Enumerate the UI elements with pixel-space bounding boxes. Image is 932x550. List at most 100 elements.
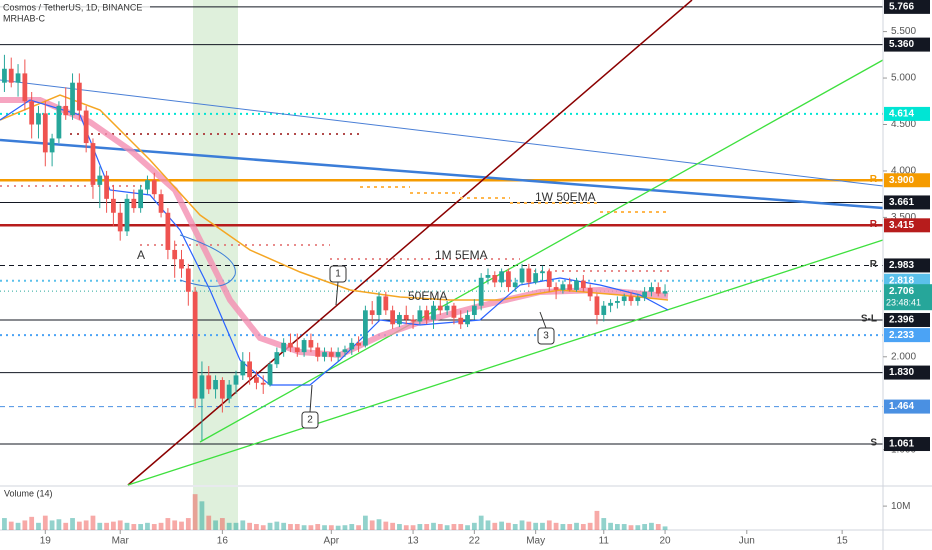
candle-body	[260, 382, 266, 385]
price-level-tag	[884, 37, 930, 52]
candle-body	[615, 301, 620, 303]
volume-bar	[506, 522, 511, 530]
volume-bar	[315, 524, 321, 530]
candle-body	[512, 282, 518, 288]
volume-bar	[185, 518, 191, 530]
candle-body	[655, 287, 661, 294]
candle-body	[76, 82, 82, 111]
candle-body	[444, 305, 450, 311]
candle-body	[451, 305, 457, 318]
x-tick-label: 20	[659, 536, 671, 547]
volume-bar	[451, 524, 457, 530]
volume-bar	[444, 525, 450, 530]
volume-bar	[642, 524, 648, 530]
volume-bar	[553, 522, 559, 530]
candle-body	[233, 375, 239, 385]
candle-body	[315, 347, 321, 357]
candle-body	[397, 314, 402, 325]
volume-bar	[628, 525, 634, 530]
candle-body	[465, 314, 470, 325]
volume-bar	[335, 525, 341, 530]
candle-body	[29, 101, 35, 125]
ema-line	[0, 99, 669, 386]
volume-bar	[199, 501, 205, 530]
price-level-label: 2.396	[889, 315, 914, 326]
volume-bar	[15, 522, 21, 530]
annotation: 1W 50EMA	[535, 190, 596, 204]
price-level-tag	[884, 312, 930, 327]
candle-body	[533, 273, 539, 283]
volume-bar	[369, 520, 375, 530]
candle-body	[145, 180, 150, 190]
candle-body	[158, 194, 164, 213]
candle-body	[478, 277, 484, 306]
candle-body	[288, 342, 293, 348]
volume-bar	[151, 524, 157, 530]
y-tick-label: 3.500	[891, 212, 916, 223]
volume-bar	[206, 515, 212, 530]
candle-body	[179, 259, 184, 269]
candle-body	[2, 68, 7, 83]
callout-label: 3	[543, 331, 549, 342]
volume-bar	[124, 522, 130, 530]
candle-body	[499, 271, 504, 283]
candle-body	[226, 384, 232, 399]
volume-bar	[179, 521, 184, 530]
price-level-label: 2.233	[889, 330, 914, 341]
candle-body	[649, 287, 654, 292]
candle-body	[621, 296, 627, 302]
candle-body	[662, 291, 668, 294]
volume-bar	[424, 524, 430, 530]
candle-body	[431, 305, 436, 320]
candle-body	[124, 198, 130, 232]
volume-bar	[254, 524, 259, 530]
callout-pointer	[335, 281, 339, 306]
price-level-tag	[884, 173, 930, 188]
level-tag: R	[870, 174, 878, 185]
volume-bar	[526, 521, 532, 530]
level-tag: R	[870, 219, 878, 230]
volume-bar	[42, 515, 48, 530]
candle-body	[356, 342, 361, 346]
candle-body	[471, 305, 477, 315]
candles	[2, 54, 668, 441]
volume-bar	[158, 522, 164, 530]
volume-bar	[383, 521, 389, 530]
volume-bar	[226, 522, 232, 530]
volume-bar	[587, 522, 593, 530]
volume-bar	[281, 522, 287, 530]
candle-body	[424, 310, 430, 320]
price-level-tag	[884, 437, 930, 452]
x-tick-label: 15	[837, 536, 849, 547]
legend-bg	[0, 0, 150, 20]
candle-body	[410, 319, 416, 322]
price-level-tag	[884, 258, 930, 273]
price-level-label: 5.766	[889, 2, 914, 13]
volume-bar	[437, 524, 443, 530]
level-tag: R	[870, 259, 878, 270]
candle-body	[328, 352, 334, 357]
volume-bar	[233, 522, 239, 530]
y-tick-label: 4.000	[891, 166, 916, 177]
volume-bar	[138, 524, 144, 530]
price-level-label: 1.061	[889, 439, 914, 450]
volume-bar	[240, 520, 246, 530]
callout-label: 2	[307, 415, 313, 426]
volume-bar	[356, 525, 361, 530]
trend-line	[0, 79, 884, 187]
volume-bar	[260, 525, 266, 530]
candle-body	[151, 180, 157, 195]
level-tag: S	[870, 438, 877, 449]
volume-bar	[594, 510, 600, 530]
price-level-label: 2.818	[889, 275, 914, 286]
volume-bar	[2, 518, 7, 530]
candle-body	[117, 212, 123, 232]
candle-body	[526, 268, 532, 283]
y-tick-label: 4.500	[891, 119, 916, 130]
volume-bar	[247, 522, 252, 530]
volume-bar	[376, 519, 382, 530]
volume-bar	[349, 524, 355, 530]
volume-bar	[145, 522, 150, 530]
candle-body	[104, 175, 109, 199]
price-level-tag	[884, 0, 930, 14]
